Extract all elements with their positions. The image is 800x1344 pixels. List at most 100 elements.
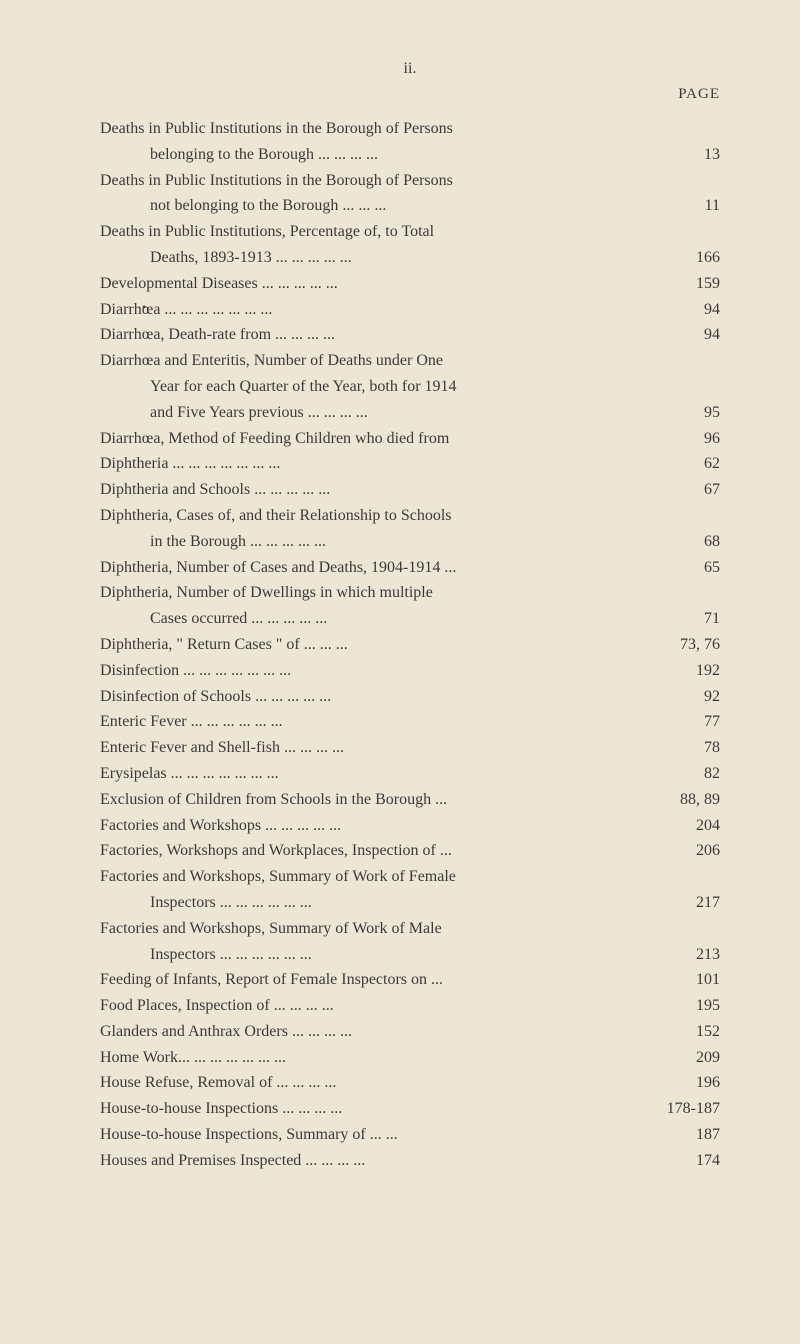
- index-entry: Diarrhœa, Method of Feeding Children who…: [100, 427, 720, 452]
- entry-page: 11: [650, 194, 720, 219]
- entry-text: Cases occurred ... ... ... ... ...: [100, 607, 650, 632]
- index-entry: Deaths in Public Institutions in the Bor…: [100, 117, 720, 142]
- index-entry: House Refuse, Removal of ... ... ... ...…: [100, 1071, 720, 1096]
- entry-page: 62: [650, 452, 720, 477]
- index-entry: Factories and Workshops ... ... ... ... …: [100, 814, 720, 839]
- entry-text: Diphtheria and Schools ... ... ... ... .…: [100, 478, 650, 503]
- entry-text: Food Places, Inspection of ... ... ... .…: [100, 994, 650, 1019]
- entry-page: 71: [650, 607, 720, 632]
- index-entry: Disinfection of Schools ... ... ... ... …: [100, 685, 720, 710]
- entry-page: 95: [650, 401, 720, 426]
- entry-page: 178-187: [650, 1097, 720, 1122]
- entry-text: Developmental Diseases ... ... ... ... .…: [100, 272, 650, 297]
- entry-text: Deaths in Public Institutions in the Bor…: [100, 117, 650, 142]
- entry-text: Disinfection of Schools ... ... ... ... …: [100, 685, 650, 710]
- entry-text: Glanders and Anthrax Orders ... ... ... …: [100, 1020, 650, 1045]
- entry-page: 217: [650, 891, 720, 916]
- index-entry: Diphtheria, Number of Dwellings in which…: [100, 581, 720, 606]
- entry-text: Feeding of Infants, Report of Female Ins…: [100, 968, 650, 993]
- entry-page: 13: [650, 143, 720, 168]
- index-entry: Deaths in Public Institutions in the Bor…: [100, 169, 720, 194]
- entry-text: Year for each Quarter of the Year, both …: [100, 375, 650, 400]
- entry-text: House Refuse, Removal of ... ... ... ...: [100, 1071, 650, 1096]
- entry-page: 101: [650, 968, 720, 993]
- entry-text: and Five Years previous ... ... ... ...: [100, 401, 650, 426]
- entry-page: 195: [650, 994, 720, 1019]
- index-entry: Diphtheria, Cases of, and their Relation…: [100, 504, 720, 529]
- entry-page: 94: [650, 298, 720, 323]
- entry-text: Diphtheria ... ... ... ... ... ... ...: [100, 452, 650, 477]
- index-entry: Factories and Workshops, Summary of Work…: [100, 917, 720, 942]
- index-entry: Diphtheria and Schools ... ... ... ... .…: [100, 478, 720, 503]
- index-entry: Deaths in Public Institutions, Percentag…: [100, 220, 720, 245]
- index-entry: Exclusion of Children from Schools in th…: [100, 788, 720, 813]
- entry-page: 209: [650, 1046, 720, 1071]
- index-entry: Home Work... ... ... ... ... ... ...209: [100, 1046, 720, 1071]
- index-entry: and Five Years previous ... ... ... ...9…: [100, 401, 720, 426]
- entry-page: 65: [650, 556, 720, 581]
- entry-page: 77: [650, 710, 720, 735]
- entry-page: 94: [650, 323, 720, 348]
- entry-page: 196: [650, 1071, 720, 1096]
- entry-page: 159: [650, 272, 720, 297]
- entry-text: Home Work... ... ... ... ... ... ...: [100, 1046, 650, 1071]
- entry-text: Disinfection ... ... ... ... ... ... ...: [100, 659, 650, 684]
- index-entry: House-to-house Inspections ... ... ... .…: [100, 1097, 720, 1122]
- index-entry: Disinfection ... ... ... ... ... ... ...…: [100, 659, 720, 684]
- index-entry: Diphtheria, Number of Cases and Deaths, …: [100, 556, 720, 581]
- index-entry: Glanders and Anthrax Orders ... ... ... …: [100, 1020, 720, 1045]
- index-entry: Developmental Diseases ... ... ... ... .…: [100, 272, 720, 297]
- index-entry: House-to-house Inspections, Summary of .…: [100, 1123, 720, 1148]
- entry-text: Houses and Premises Inspected ... ... ..…: [100, 1149, 650, 1174]
- index-entry: not belonging to the Borough ... ... ...…: [100, 194, 720, 219]
- bullet-marker: •: [142, 298, 146, 317]
- entry-text: in the Borough ... ... ... ... ...: [100, 530, 650, 555]
- entry-page: 68: [650, 530, 720, 555]
- index-entry: Houses and Premises Inspected ... ... ..…: [100, 1149, 720, 1174]
- index-entry: Inspectors ... ... ... ... ... ...217: [100, 891, 720, 916]
- entry-text: Diarrhœa and Enteritis, Number of Deaths…: [100, 349, 650, 374]
- entry-page: 187: [650, 1123, 720, 1148]
- entry-text: Inspectors ... ... ... ... ... ...: [100, 943, 650, 968]
- index-entry: in the Borough ... ... ... ... ...68: [100, 530, 720, 555]
- entry-text: not belonging to the Borough ... ... ...: [100, 194, 650, 219]
- entry-page: 213: [650, 943, 720, 968]
- entry-page: 92: [650, 685, 720, 710]
- index-entry: Factories and Workshops, Summary of Work…: [100, 865, 720, 890]
- entry-page: 78: [650, 736, 720, 761]
- entries-list: Deaths in Public Institutions in the Bor…: [100, 117, 720, 1174]
- index-entry: Enteric Fever and Shell-fish ... ... ...…: [100, 736, 720, 761]
- index-entry: Cases occurred ... ... ... ... ...71: [100, 607, 720, 632]
- entry-text: House-to-house Inspections, Summary of .…: [100, 1123, 650, 1148]
- entry-text: Enteric Fever and Shell-fish ... ... ...…: [100, 736, 650, 761]
- page-number: ii.: [100, 60, 720, 78]
- entry-text: Inspectors ... ... ... ... ... ...: [100, 891, 650, 916]
- entry-text: Diarrhœa, Death-rate from ... ... ... ..…: [100, 323, 650, 348]
- entry-text: Diphtheria, Number of Dwellings in which…: [100, 581, 650, 606]
- entry-page: 174: [650, 1149, 720, 1174]
- index-entry: Erysipelas ... ... ... ... ... ... ...82: [100, 762, 720, 787]
- entry-page: 96: [650, 427, 720, 452]
- index-entry: Deaths, 1893-1913 ... ... ... ... ...166: [100, 246, 720, 271]
- entry-text: Factories, Workshops and Workplaces, Ins…: [100, 839, 650, 864]
- entry-text: Diarrhœa, Method of Feeding Children who…: [100, 427, 650, 452]
- index-entry: Diarrhœa and Enteritis, Number of Deaths…: [100, 349, 720, 374]
- index-entry: Enteric Fever ... ... ... ... ... ...77: [100, 710, 720, 735]
- entry-text: Diphtheria, " Return Cases " of ... ... …: [100, 633, 650, 658]
- entry-page: 88, 89: [650, 788, 720, 813]
- index-entry: Feeding of Infants, Report of Female Ins…: [100, 968, 720, 993]
- entry-text: Enteric Fever ... ... ... ... ... ...: [100, 710, 650, 735]
- index-entry: Diphtheria, " Return Cases " of ... ... …: [100, 633, 720, 658]
- entry-page: 73, 76: [650, 633, 720, 658]
- entry-text: Diphtheria, Number of Cases and Deaths, …: [100, 556, 650, 581]
- index-entry: Diphtheria ... ... ... ... ... ... ...62: [100, 452, 720, 477]
- index-entry: •Diarrhœa ... ... ... ... ... ... ...94: [100, 298, 720, 323]
- entry-page: 67: [650, 478, 720, 503]
- entry-text: Deaths in Public Institutions in the Bor…: [100, 169, 650, 194]
- entry-text: Diarrhœa ... ... ... ... ... ... ...: [100, 298, 650, 323]
- entry-page: 166: [650, 246, 720, 271]
- entry-text: Erysipelas ... ... ... ... ... ... ...: [100, 762, 650, 787]
- index-entry: belonging to the Borough ... ... ... ...…: [100, 143, 720, 168]
- entry-page: 82: [650, 762, 720, 787]
- page-header: PAGE: [100, 86, 720, 103]
